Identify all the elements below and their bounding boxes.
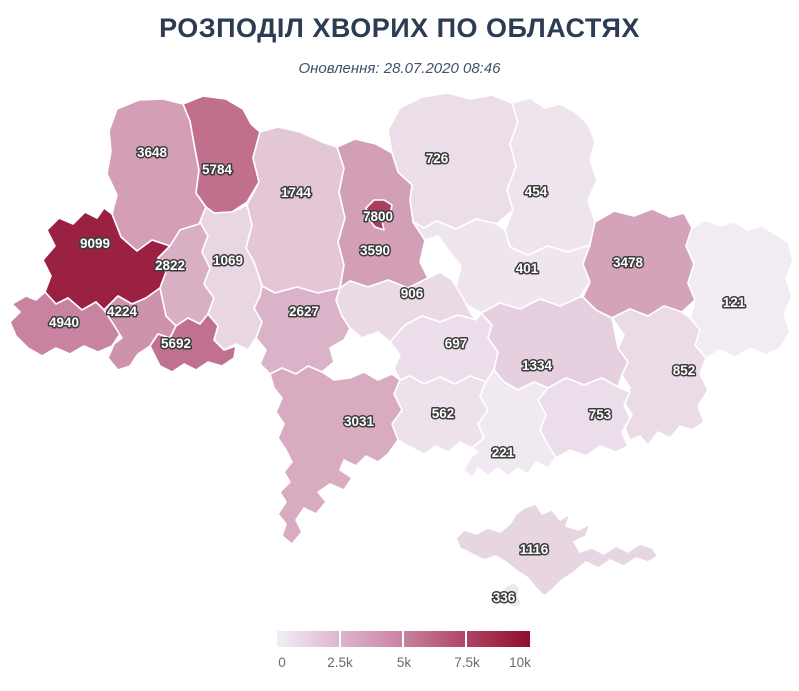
region-value-label-crimea: 1116: [520, 542, 549, 557]
region-value-label-rivne: 5784: [202, 162, 233, 177]
region-value-label-khmelnytskyi: 1069: [213, 253, 243, 268]
legend-tick-label: 5k: [396, 655, 412, 670]
region-donetsk[interactable]: [611, 305, 709, 446]
region-value-label-sevastopol: 336: [493, 590, 516, 605]
legend-tick-label: 7.5k: [454, 655, 480, 670]
region-value-label-chernivtsi: 5692: [161, 336, 191, 351]
region-value-label-kyiv-oblast: 3590: [360, 243, 390, 258]
region-value-label-luhansk: 121: [723, 295, 746, 310]
legend-tick-label: 10k: [509, 655, 531, 670]
region-chernivtsi[interactable]: [149, 313, 237, 373]
region-khmelnytskyi[interactable]: [199, 204, 263, 351]
region-odesa[interactable]: [269, 365, 403, 545]
color-scale-legend: 0 2.5k 5k 7.5k 10k: [277, 631, 531, 677]
region-value-label-cherkasy: 906: [401, 286, 424, 301]
region-value-label-zaporizhzhia: 753: [589, 407, 612, 422]
region-value-label-ivano-frankivsk: 4224: [107, 304, 138, 319]
legend-divider: [402, 631, 404, 647]
region-value-label-chernihiv: 726: [426, 151, 449, 166]
legend-divider: [465, 631, 467, 647]
region-kherson[interactable]: [463, 369, 557, 479]
region-zakarpattia[interactable]: [9, 291, 121, 357]
page-title: РОЗПОДІЛ ХВОРИХ ПО ОБЛАСТЯХ: [159, 13, 640, 43]
update-timestamp: Оновлення: 28.07.2020 08:46: [298, 60, 501, 77]
region-crimea[interactable]: [455, 503, 659, 597]
region-value-label-kirovohrad: 697: [445, 336, 468, 351]
region-zhytomyr[interactable]: [245, 126, 346, 294]
region-value-label-kharkiv: 3478: [613, 255, 644, 270]
region-ivano-frankivsk[interactable]: [103, 287, 177, 371]
region-rivne[interactable]: [182, 95, 261, 214]
legend-tick-label: 0: [278, 655, 286, 670]
region-value-label-ternopil: 2822: [155, 258, 185, 273]
region-sevastopol[interactable]: [501, 581, 523, 609]
legend-tick-label: 2.5k: [327, 655, 353, 670]
region-value-label-zhytomyr: 1744: [281, 185, 312, 200]
region-kyiv-city[interactable]: [365, 199, 393, 231]
region-kharkiv[interactable]: [582, 208, 696, 319]
region-value-label-poltava: 401: [516, 261, 539, 276]
region-value-label-odesa: 3031: [344, 414, 375, 429]
region-value-label-mykolaiv: 562: [432, 406, 455, 421]
region-value-label-volyn: 3648: [137, 145, 168, 160]
region-value-label-lviv: 9099: [80, 236, 110, 251]
legend-divider: [339, 631, 341, 647]
region-value-label-kherson: 221: [492, 445, 515, 460]
region-value-label-kyiv-city: 7800: [363, 209, 393, 224]
legend-gradient-bar: [277, 631, 530, 647]
region-value-label-dnipropetrovsk: 1334: [522, 358, 553, 373]
region-value-label-sumy: 454: [525, 184, 548, 199]
region-luhansk[interactable]: [685, 219, 794, 359]
region-sumy[interactable]: [504, 97, 598, 256]
region-zaporizhzhia[interactable]: [537, 377, 631, 459]
region-value-label-zakarpattia: 4940: [49, 315, 79, 330]
region-value-label-vinnytsia: 2627: [289, 304, 319, 319]
region-value-label-donetsk: 852: [673, 363, 696, 378]
